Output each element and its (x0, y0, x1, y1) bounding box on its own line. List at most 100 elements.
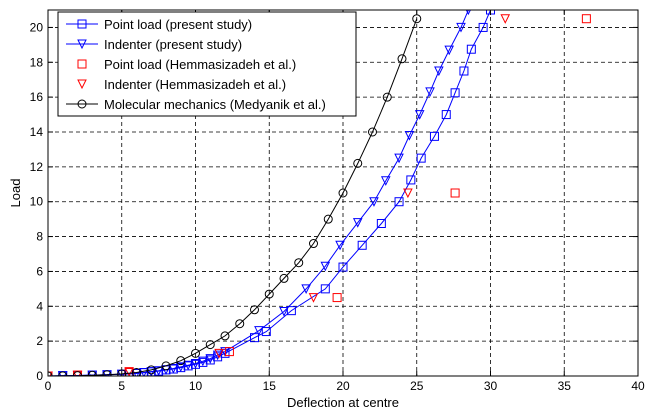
y-tick-label: 8 (36, 230, 43, 244)
data-point (357, 240, 367, 250)
data-point (87, 370, 97, 376)
legend-marker (77, 39, 87, 50)
data-point (441, 110, 451, 120)
data-point (224, 347, 234, 357)
x-tick-label: 0 (45, 379, 52, 393)
x-tick-label: 35 (558, 379, 572, 393)
data-point (309, 239, 318, 249)
x-tick-label: 25 (410, 379, 424, 393)
data-point (205, 354, 216, 364)
series-4 (48, 14, 511, 376)
data-point (161, 361, 171, 371)
x-tick-label: 10 (189, 379, 203, 393)
data-point (450, 88, 460, 98)
data-point (254, 326, 264, 336)
data-point (153, 366, 164, 376)
data-point (102, 370, 112, 376)
legend-label: Molecular mechanics (Medyanik et al.) (104, 97, 326, 112)
data-point (117, 369, 127, 376)
legend-entry: Indenter (present study) (66, 37, 242, 52)
data-point (176, 356, 186, 366)
y-tick-label: 10 (30, 195, 44, 209)
data-point (286, 306, 296, 316)
data-point (332, 293, 342, 303)
x-tick-label: 15 (263, 379, 277, 393)
data-point (425, 87, 435, 98)
data-point (183, 360, 193, 371)
data-point (352, 218, 363, 228)
plot-series (48, 10, 591, 376)
data-point (368, 127, 377, 137)
data-point (279, 307, 289, 317)
data-point (214, 348, 224, 359)
x-tick-label: 30 (484, 379, 498, 393)
legend-entry: Indenter (Hemmasizadeh et al.) (77, 77, 286, 92)
data-point (382, 92, 392, 102)
data-point (250, 305, 259, 315)
legend-label: Indenter (Hemmasizadeh et al.) (104, 77, 286, 92)
data-point (444, 45, 455, 56)
data-point (406, 175, 416, 185)
series-line (48, 18, 418, 376)
x-tick-label: 40 (631, 379, 645, 393)
data-point (212, 350, 223, 361)
data-point (500, 14, 511, 24)
legend-marker (77, 99, 87, 109)
data-point (124, 367, 134, 376)
data-point (466, 44, 476, 54)
series-5 (48, 14, 422, 376)
y-tick-label: 18 (30, 55, 44, 69)
data-point (478, 22, 488, 32)
data-point (335, 240, 345, 251)
y-tick-label: 20 (30, 20, 44, 34)
y-tick-label: 16 (30, 90, 44, 104)
data-point (132, 368, 141, 376)
data-point (131, 368, 142, 376)
data-point (220, 331, 230, 341)
data-point (320, 261, 331, 272)
y-tick-label: 0 (36, 369, 43, 383)
data-point (434, 66, 444, 77)
legend-entry: Point load (Hemmasizadeh et al.) (77, 57, 296, 72)
y-tick-label: 12 (30, 160, 44, 174)
y-tick-label: 2 (36, 334, 43, 348)
data-point (353, 158, 363, 168)
data-point (205, 340, 215, 350)
legend-label: Point load (Hemmasizadeh et al.) (104, 57, 296, 72)
data-point (264, 289, 274, 299)
data-point (403, 188, 413, 199)
data-point (146, 367, 157, 376)
legend-label: Indenter (present study) (104, 37, 242, 52)
legend-entry: Point load (present study) (66, 17, 252, 32)
data-point (320, 284, 330, 294)
data-point (190, 358, 201, 369)
data-point (380, 176, 391, 186)
data-point (404, 130, 415, 141)
data-point (450, 188, 460, 198)
data-point (235, 319, 245, 329)
data-point (301, 284, 311, 294)
data-point (338, 188, 348, 198)
legend: Point load (present study) Indenter (pres… (57, 11, 357, 117)
y-tick-label: 6 (36, 264, 43, 278)
data-point (198, 356, 208, 367)
data-point (376, 219, 386, 228)
data-point (394, 197, 404, 207)
x-tick-label: 20 (336, 379, 350, 393)
legend-label: Point load (present study) (104, 17, 252, 32)
x-axis-label: Deflection at centre (287, 395, 399, 410)
data-point (261, 327, 271, 337)
data-point (429, 131, 439, 141)
data-point (294, 258, 304, 268)
data-point (175, 362, 186, 373)
data-point (323, 214, 333, 224)
data-point (279, 273, 289, 283)
x-tick-label: 5 (118, 379, 125, 393)
data-point (168, 364, 179, 374)
data-point (459, 66, 469, 76)
data-point (338, 262, 348, 272)
data-point (414, 110, 425, 120)
legend-marker (77, 59, 87, 69)
data-point (456, 22, 466, 33)
